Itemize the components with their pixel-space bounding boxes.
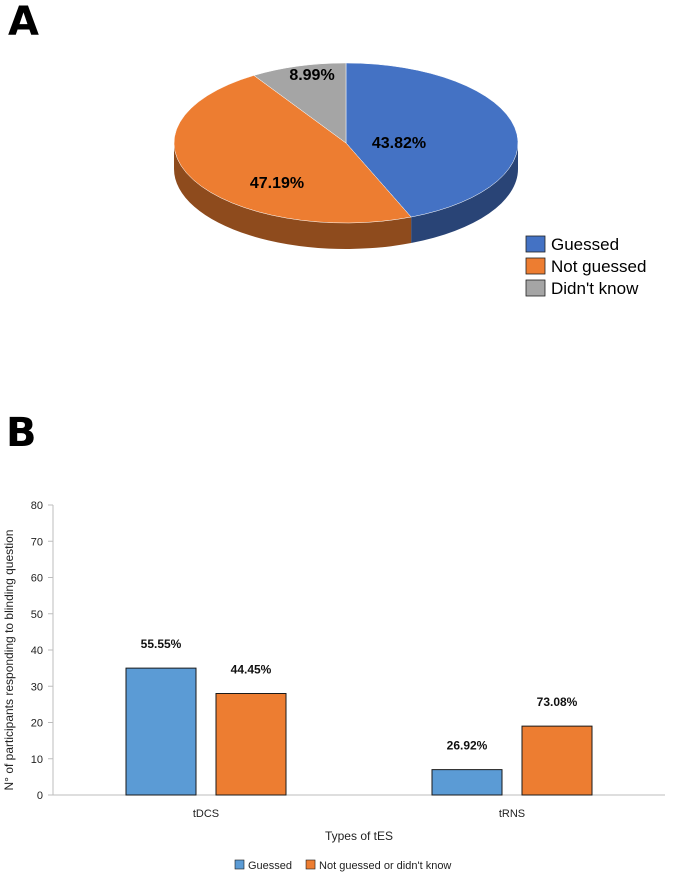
data-label-tdcs-guessed: 55.55% [141,637,182,651]
y-tick-label: 30 [31,681,43,693]
y-tick-label: 0 [37,790,43,802]
y-tick-label: 40 [31,645,43,657]
y-tick-label: 10 [31,754,43,766]
legend-label-didn-t-know: Didn't know [551,279,639,298]
panel-label-b: B [6,410,37,456]
x-tick-label-trns: tRNS [499,808,525,820]
pie-label-guessed: 43.82% [372,135,426,152]
pie-slice-not-guessed [173,75,412,224]
y-tick-label: 60 [31,573,43,585]
bar-legend-swatch-not-guessed-or-didn-t-know [305,859,316,870]
bar-tdcs-guessed [125,667,197,796]
pie-label-not-guessed: 47.19% [250,175,304,192]
y-tick-label: 50 [31,609,43,621]
data-label-trns-not-guessed-or-didn-t-know: 73.08% [537,695,578,709]
pie-slice-guessed [345,62,519,218]
bar-chart: 0 10 20 30 40 50 60 70 80 tDCS tRNS Types of tES N° … [2,500,665,872]
bar-tdcs-not-guessed-or-didn-t-know [215,693,287,796]
y-axis-title: N° of participants responding to blindin… [2,530,16,791]
pie-chart: 43.82% 47.19% 8.99% Guessed Not guessed Didn… [173,62,646,298]
legend-swatch-not-guessed [525,257,546,275]
pie-side-not-guessed [174,143,412,249]
x-tick-label-tdcs: tDCS [193,808,219,820]
bar-trns-guessed [431,769,503,796]
pie-side-guessed [411,143,518,244]
data-label-trns-guessed: 26.92% [447,739,488,753]
bar-legend-label-not-guessed-or-didn-t-know: Not guessed or didn't know [319,860,451,872]
pie-slice-didn-t-know [253,62,347,144]
y-tick-label: 20 [31,718,43,730]
y-tick-label: 70 [31,536,43,548]
panel-label-a: A [8,0,39,45]
data-label-tdcs-not-guessed-or-didn-t-know: 44.45% [231,663,272,677]
y-tick-label: 80 [31,500,43,512]
legend-label-guessed: Guessed [551,235,619,254]
legend-swatch-guessed [525,235,546,253]
legend-label-not-guessed: Not guessed [551,257,646,276]
bar-legend-swatch-guessed [234,859,245,870]
bar-legend-label-guessed: Guessed [248,860,292,872]
bar-trns-not-guessed-or-didn-t-know [521,725,593,796]
x-axis-title: Types of tES [325,829,393,843]
pie-label-didn-t-know: 8.99% [289,67,334,84]
legend-swatch-didn-t-know [525,279,546,297]
